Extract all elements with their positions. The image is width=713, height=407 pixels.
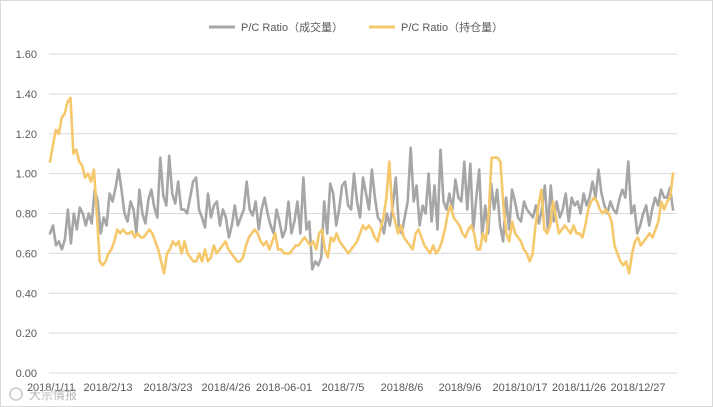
watermark: 大宗情报 xyxy=(9,387,77,402)
x-tick-label: 2018/12/27 xyxy=(610,382,665,394)
y-tick-label: 1.20 xyxy=(16,129,37,141)
series-line-open-interest xyxy=(48,96,675,275)
x-tick-label: 2018/2/13 xyxy=(84,382,133,394)
x-tick-label: 2018/1/11 xyxy=(27,382,75,394)
y-tick-label: 1.40 xyxy=(16,89,37,101)
series-lines xyxy=(48,96,675,275)
legend: P/C Ratio（成交量） P/C Ratio（持仓量） xyxy=(209,20,503,34)
y-tick-label: 1.60 xyxy=(16,49,37,61)
x-tick-label: 2018/7/5 xyxy=(322,382,365,394)
watermark-logo-icon xyxy=(9,387,23,401)
watermark-text: 大宗情报 xyxy=(29,387,77,402)
y-axis-ticks: 0.00 0.20 0.40 0.60 0.80 1.00 1.20 1.40 1.60 xyxy=(16,49,37,380)
x-tick-label: 2018-06-01 xyxy=(256,382,312,394)
y-tick-label: 0.40 xyxy=(16,288,37,300)
y-tick-label: 0.00 xyxy=(16,368,37,380)
y-tick-label: 0.20 xyxy=(16,328,37,340)
x-tick-label: 2018/9/6 xyxy=(439,382,482,394)
x-tick-label: 2018/3/23 xyxy=(144,382,193,394)
x-tick-label: 2018/4/26 xyxy=(202,382,251,394)
x-tick-label: 2018/8/6 xyxy=(381,382,424,394)
legend-label-volume: P/C Ratio（成交量） xyxy=(241,20,343,34)
x-tick-label: 2018/11/26 xyxy=(552,382,606,394)
y-tick-label: 0.60 xyxy=(16,248,37,260)
y-tick-label: 1.00 xyxy=(16,169,37,181)
gridlines xyxy=(49,53,677,374)
series-line-volume xyxy=(48,146,675,271)
x-axis-ticks: 2018/1/11 2018/2/13 2018/3/23 2018/4/26 2018… xyxy=(27,382,666,394)
x-tick-label: 2018/10/17 xyxy=(492,382,547,394)
y-tick-label: 0.80 xyxy=(16,209,37,221)
legend-label-open-interest: P/C Ratio（持仓量） xyxy=(401,20,503,34)
